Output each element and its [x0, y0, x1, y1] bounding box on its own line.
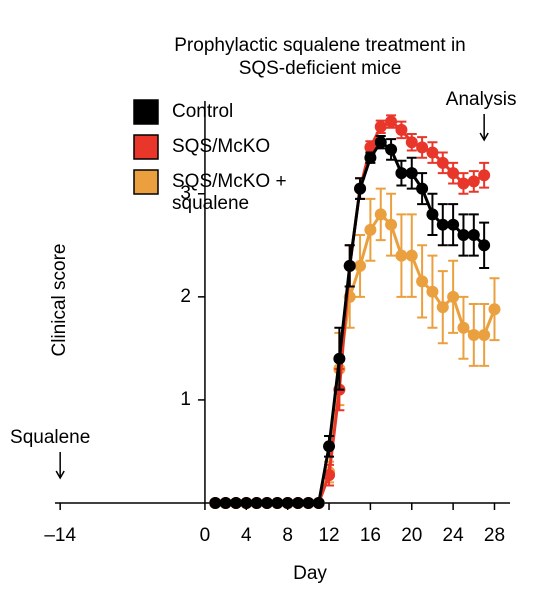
data-point — [478, 328, 491, 341]
data-point — [488, 303, 501, 316]
data-point — [292, 497, 305, 509]
legend-label: SQS/McKO + squalene — [172, 171, 287, 214]
annotation: Analysis — [446, 89, 517, 110]
x-tick-label: 0 — [200, 525, 211, 546]
data-point — [436, 218, 449, 231]
legend-swatch — [133, 99, 159, 125]
data-point — [457, 321, 470, 334]
data-point — [364, 141, 377, 154]
data-point — [467, 229, 480, 241]
data-point — [374, 208, 387, 221]
data-point — [385, 218, 398, 231]
data-point — [447, 290, 460, 303]
data-point — [271, 497, 284, 509]
data-point — [333, 352, 346, 365]
data-point — [405, 249, 418, 262]
data-point — [260, 497, 273, 509]
data-point — [405, 167, 418, 180]
legend-swatch — [133, 134, 159, 160]
x-tick-label: 16 — [360, 525, 381, 546]
legend-label: Control — [172, 101, 234, 122]
data-point — [343, 259, 356, 272]
data-point — [436, 301, 449, 314]
data-point — [416, 182, 429, 195]
x-tick-label: 24 — [443, 525, 465, 546]
data-point — [364, 151, 377, 164]
data-point — [426, 146, 439, 159]
x-tick-label: 20 — [401, 525, 422, 546]
data-point — [395, 123, 408, 136]
x-tick-label: 12 — [318, 525, 339, 546]
data-point — [302, 497, 315, 509]
data-point — [209, 497, 222, 509]
data-point — [478, 169, 491, 182]
y-tick-label: 2 — [180, 286, 191, 307]
data-point — [364, 223, 377, 236]
data-point — [416, 141, 429, 154]
data-point — [405, 136, 418, 149]
data-point — [354, 182, 367, 195]
data-point — [467, 328, 480, 341]
data-point — [447, 218, 460, 231]
data-point — [385, 143, 398, 156]
data-point — [250, 497, 263, 509]
data-point — [323, 469, 336, 482]
data-point — [457, 177, 470, 190]
data-point — [281, 497, 294, 509]
x-tick-label: 28 — [484, 525, 505, 546]
x-tick-label: –14 — [44, 525, 76, 546]
annotation: Squalene — [10, 427, 90, 448]
data-point — [426, 208, 439, 221]
x-tick-label: 4 — [241, 525, 252, 546]
data-point — [323, 440, 336, 453]
data-point — [467, 175, 480, 188]
data-point — [457, 229, 470, 241]
data-point — [426, 285, 439, 298]
data-point — [312, 497, 325, 509]
x-axis-label: Day — [293, 563, 327, 584]
chart-title: Prophylactic squalene treatment in SQS-d… — [174, 35, 466, 79]
data-point — [416, 275, 429, 288]
data-point — [395, 167, 408, 180]
series — [209, 135, 491, 509]
data-point — [374, 136, 387, 149]
data-point — [478, 239, 491, 252]
annotation-arrowhead — [55, 470, 65, 480]
y-tick-label: 1 — [180, 389, 191, 410]
annotation-arrowhead — [479, 132, 489, 142]
data-point — [436, 156, 449, 169]
data-point — [219, 497, 232, 509]
legend-swatch — [133, 169, 159, 195]
series-line — [215, 212, 496, 505]
legend-label: SQS/McKO — [172, 136, 271, 157]
data-point — [354, 259, 367, 272]
data-point — [395, 249, 408, 262]
data-point — [385, 115, 398, 128]
y-tick-label: 3 — [180, 183, 191, 204]
x-tick-label: 8 — [282, 525, 293, 546]
data-point — [229, 497, 242, 509]
y-axis-label: Clinical score — [49, 244, 70, 357]
data-point — [374, 120, 387, 133]
data-point — [447, 167, 460, 180]
data-point — [240, 497, 253, 509]
